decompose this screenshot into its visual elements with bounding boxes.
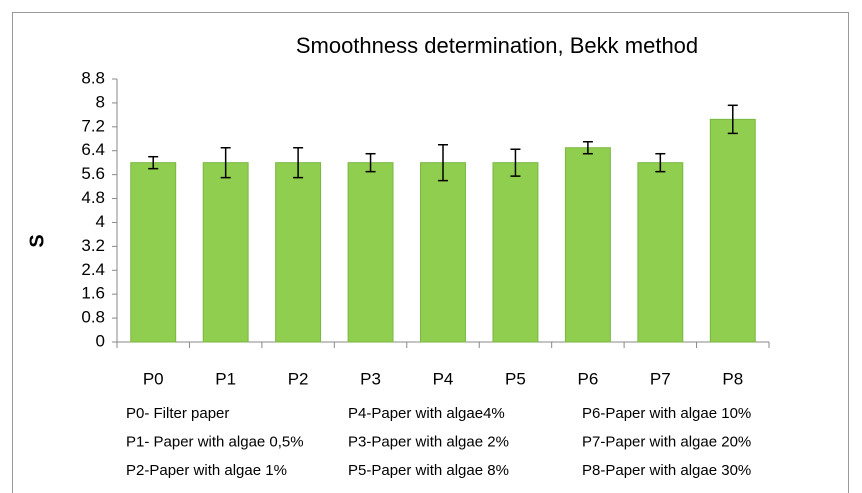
bar	[202, 162, 249, 343]
legend-note: P1- Paper with algae 0,5%	[126, 433, 304, 450]
x-tick-label: P3	[360, 369, 381, 388]
error-bar	[148, 155, 159, 170]
bar	[564, 147, 611, 343]
error-bar	[727, 104, 738, 135]
y-tick-label: 5.6	[81, 164, 105, 183]
y-axis-label: S	[26, 234, 48, 247]
x-tick-label: P2	[288, 369, 309, 388]
bar	[130, 162, 177, 343]
y-tick-label: 2.4	[81, 260, 105, 279]
x-tick-label: P4	[433, 369, 454, 388]
x-tick-label: P7	[650, 369, 671, 388]
y-tick-label: 8	[96, 92, 105, 111]
legend-note: P0- Filter paper	[126, 405, 229, 422]
x-tick-label: P5	[505, 369, 526, 388]
y-tick-label: 3.2	[81, 236, 105, 255]
error-bar	[293, 146, 304, 179]
x-tick-label: P0	[143, 369, 164, 388]
bar	[420, 162, 466, 343]
y-tick-label: 1.6	[81, 284, 105, 303]
bar	[347, 162, 394, 343]
chart-title: Smoothness determination, Bekk method	[296, 33, 698, 58]
legend-note: P3-Paper with algae 2%	[348, 433, 509, 450]
legend-note: P6-Paper with algae 10%	[582, 405, 751, 422]
legend-note: P8-Paper with algae 30%	[582, 462, 751, 479]
x-tick-label: P8	[722, 369, 743, 388]
legend-note: P7-Paper with algae 20%	[582, 433, 751, 450]
y-tick-label: 7.2	[81, 116, 105, 135]
error-bar	[582, 141, 593, 155]
legend-note: P2-Paper with algae 1%	[126, 462, 287, 479]
error-bar	[438, 144, 448, 182]
error-bar	[365, 152, 376, 173]
legend-note: P5-Paper with algae 8%	[348, 462, 509, 479]
legend-note: P4-Paper with algae4%	[348, 405, 505, 422]
bar	[709, 118, 756, 343]
error-bar	[510, 148, 521, 177]
y-tick-label: 4.8	[81, 188, 105, 207]
y-tick-label: 6.4	[81, 140, 105, 159]
error-bar	[655, 152, 666, 173]
x-tick-label: P6	[577, 369, 598, 388]
bar	[637, 162, 684, 343]
y-tick-label: 8.8	[81, 68, 105, 87]
bar	[492, 162, 539, 343]
bar	[275, 162, 322, 343]
error-bar	[220, 146, 231, 179]
x-tick-label: P1	[215, 369, 236, 388]
y-tick-label: 4	[96, 212, 105, 231]
y-tick-label: 0	[96, 331, 105, 350]
y-tick-label: 0.8	[81, 308, 105, 327]
